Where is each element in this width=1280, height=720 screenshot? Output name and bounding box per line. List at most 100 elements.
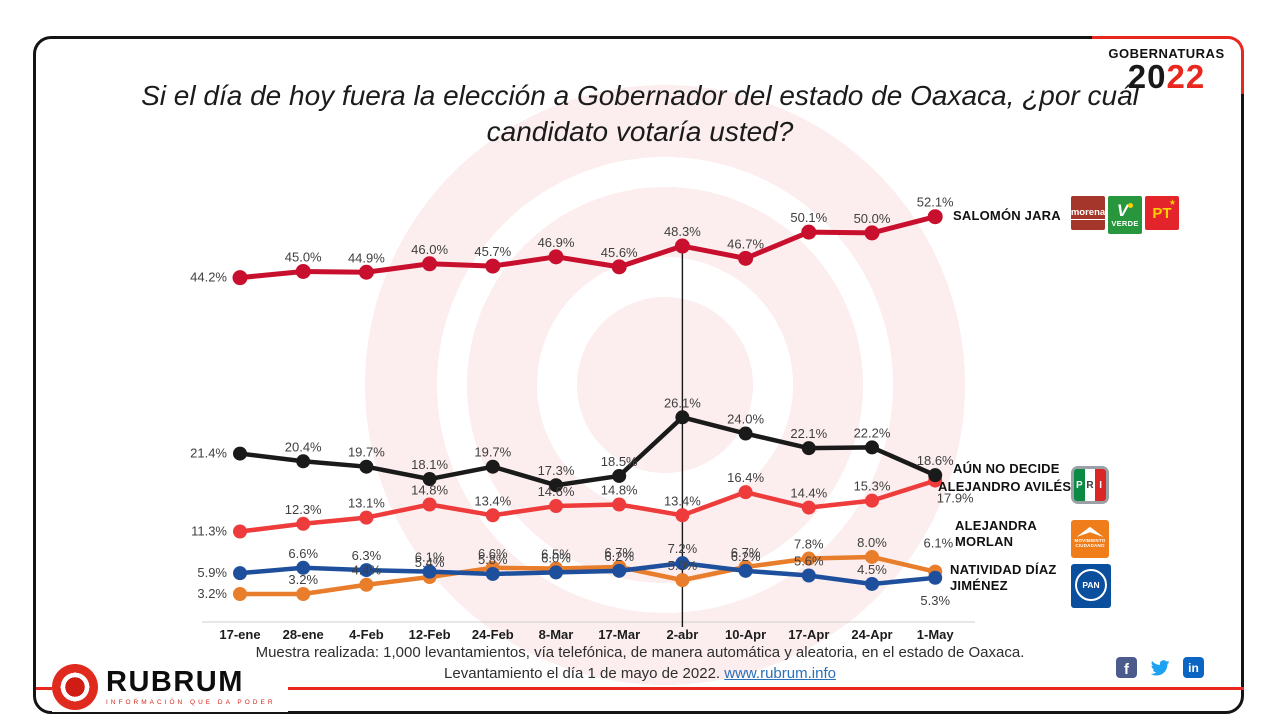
value-label: 6.6%	[288, 546, 318, 561]
x-axis-label: 8-Mar	[539, 627, 574, 642]
data-point	[549, 478, 563, 493]
data-point	[296, 516, 311, 531]
data-point	[359, 459, 374, 474]
value-label: 12.3%	[285, 502, 322, 517]
value-label: 18.1%	[411, 457, 448, 472]
x-axis-label: 17-Apr	[788, 627, 829, 642]
value-label: 52.1%	[917, 195, 954, 210]
verde-label: VERDE	[1111, 218, 1139, 228]
pvem-verde-logo-icon: V VERDE	[1108, 196, 1142, 234]
x-axis-label: 24-Feb	[472, 627, 514, 642]
data-point	[801, 551, 816, 566]
value-label: 7.8%	[794, 537, 824, 552]
x-axis-label: 17-Mar	[598, 627, 640, 642]
data-point	[865, 549, 879, 564]
value-label: 24.0%	[727, 412, 764, 427]
value-label: 14.8%	[601, 483, 638, 498]
data-point	[801, 224, 817, 240]
value-label: 5.9%	[197, 565, 227, 580]
value-label: 6.2%	[731, 549, 761, 564]
data-point	[675, 556, 690, 571]
value-label: 13.4%	[664, 493, 701, 508]
value-label: 5.8%	[478, 552, 508, 567]
data-point	[485, 258, 501, 274]
rubrum-text-block: RUBRUM INFORMACIÓN QUE DA PODER	[106, 666, 276, 707]
value-label: 50.1%	[790, 210, 827, 225]
badge-label: GOBERNATURAS	[1108, 46, 1225, 61]
value-label: 11.3%	[191, 524, 227, 539]
series-line-4	[239, 560, 936, 587]
data-point	[233, 587, 247, 602]
value-label: 6.1%	[415, 550, 445, 565]
value-label: 5.6%	[794, 553, 824, 568]
value-label: 3.2%	[197, 586, 227, 601]
value-label: 14.8%	[411, 483, 448, 498]
value-label: 19.7%	[474, 445, 511, 460]
data-point	[422, 497, 437, 512]
value-label: 4.4%	[352, 563, 382, 578]
value-label: 8.0%	[857, 535, 887, 550]
mc-eagle-icon	[1076, 526, 1104, 538]
data-point	[422, 256, 438, 272]
morena-logo-icon: morena	[1070, 196, 1106, 230]
rubrum-watermark-icon	[355, 75, 975, 695]
data-point	[296, 560, 311, 575]
value-label: 3.2%	[288, 572, 318, 587]
value-label: 45.6%	[601, 245, 638, 260]
data-point	[927, 209, 943, 225]
data-point	[296, 454, 311, 469]
pt-label: PT	[1152, 204, 1172, 222]
value-label: 5.3%	[920, 593, 950, 608]
series-label-aun-no-decide: AÚN NO DECIDE	[953, 461, 1060, 476]
series-line-2	[239, 478, 936, 534]
value-label: 44.9%	[348, 250, 385, 265]
value-label: 6.0%	[541, 550, 571, 565]
rubrum-logo: RUBRUM INFORMACIÓN QUE DA PODER	[52, 662, 288, 712]
morena-label: morena	[1070, 206, 1106, 220]
data-point	[865, 576, 879, 591]
data-point	[612, 468, 627, 483]
data-point	[296, 587, 311, 602]
gobernaturas-2022-badge: GOBERNATURAS 2022	[1092, 36, 1244, 94]
page-title: Si el día de hoy fuera la elección a Gob…	[141, 80, 1139, 148]
value-label: 18.5%	[601, 454, 638, 469]
value-label: 17.9%	[937, 491, 974, 506]
data-point	[801, 441, 816, 456]
data-point	[549, 499, 563, 514]
data-point	[612, 563, 627, 578]
series-label-alejandra-morlan: ALEJANDRA MORLAN	[955, 518, 1037, 549]
data-point	[485, 566, 500, 581]
linkedin-icon[interactable]: in	[1183, 657, 1204, 678]
value-label: 14.6%	[538, 484, 575, 499]
value-label: 7.2%	[668, 541, 698, 556]
data-point	[233, 566, 247, 581]
twitter-icon[interactable]	[1148, 658, 1172, 678]
value-label: 6.5%	[541, 547, 571, 562]
data-point	[865, 440, 879, 455]
data-point	[738, 563, 753, 578]
value-label: 26.1%	[664, 395, 701, 410]
data-point	[928, 468, 943, 483]
data-point	[549, 565, 563, 580]
facebook-icon[interactable]: f	[1116, 657, 1137, 678]
survey-date-note: Levantamiento el día 1 de mayo de 2022. …	[160, 665, 1120, 682]
value-label: 22.1%	[790, 426, 827, 441]
value-label: 21.4%	[190, 446, 227, 461]
x-axis-label: 1-May	[917, 627, 955, 642]
value-label: 15.3%	[854, 479, 891, 494]
value-label: 48.3%	[664, 224, 701, 239]
data-point	[674, 238, 690, 254]
value-label: 46.0%	[411, 242, 448, 257]
value-label: 6.7%	[604, 545, 634, 560]
value-label: 18.6%	[917, 453, 954, 468]
value-label: 50.0%	[854, 211, 891, 226]
rubrum-name: RUBRUM	[106, 666, 244, 698]
data-point	[485, 459, 500, 474]
data-point	[359, 577, 374, 592]
badge-year-red: 22	[1166, 58, 1206, 95]
slide-border	[33, 36, 1244, 714]
series-label-alejandro-aviles: ALEJANDRO AVILÉS	[938, 479, 1072, 494]
pan-logo-icon: PAN	[1071, 564, 1111, 608]
mc-label-line2: CIUDADANO	[1075, 543, 1105, 549]
rubrum-link[interactable]: www.rubrum.info	[724, 665, 836, 682]
